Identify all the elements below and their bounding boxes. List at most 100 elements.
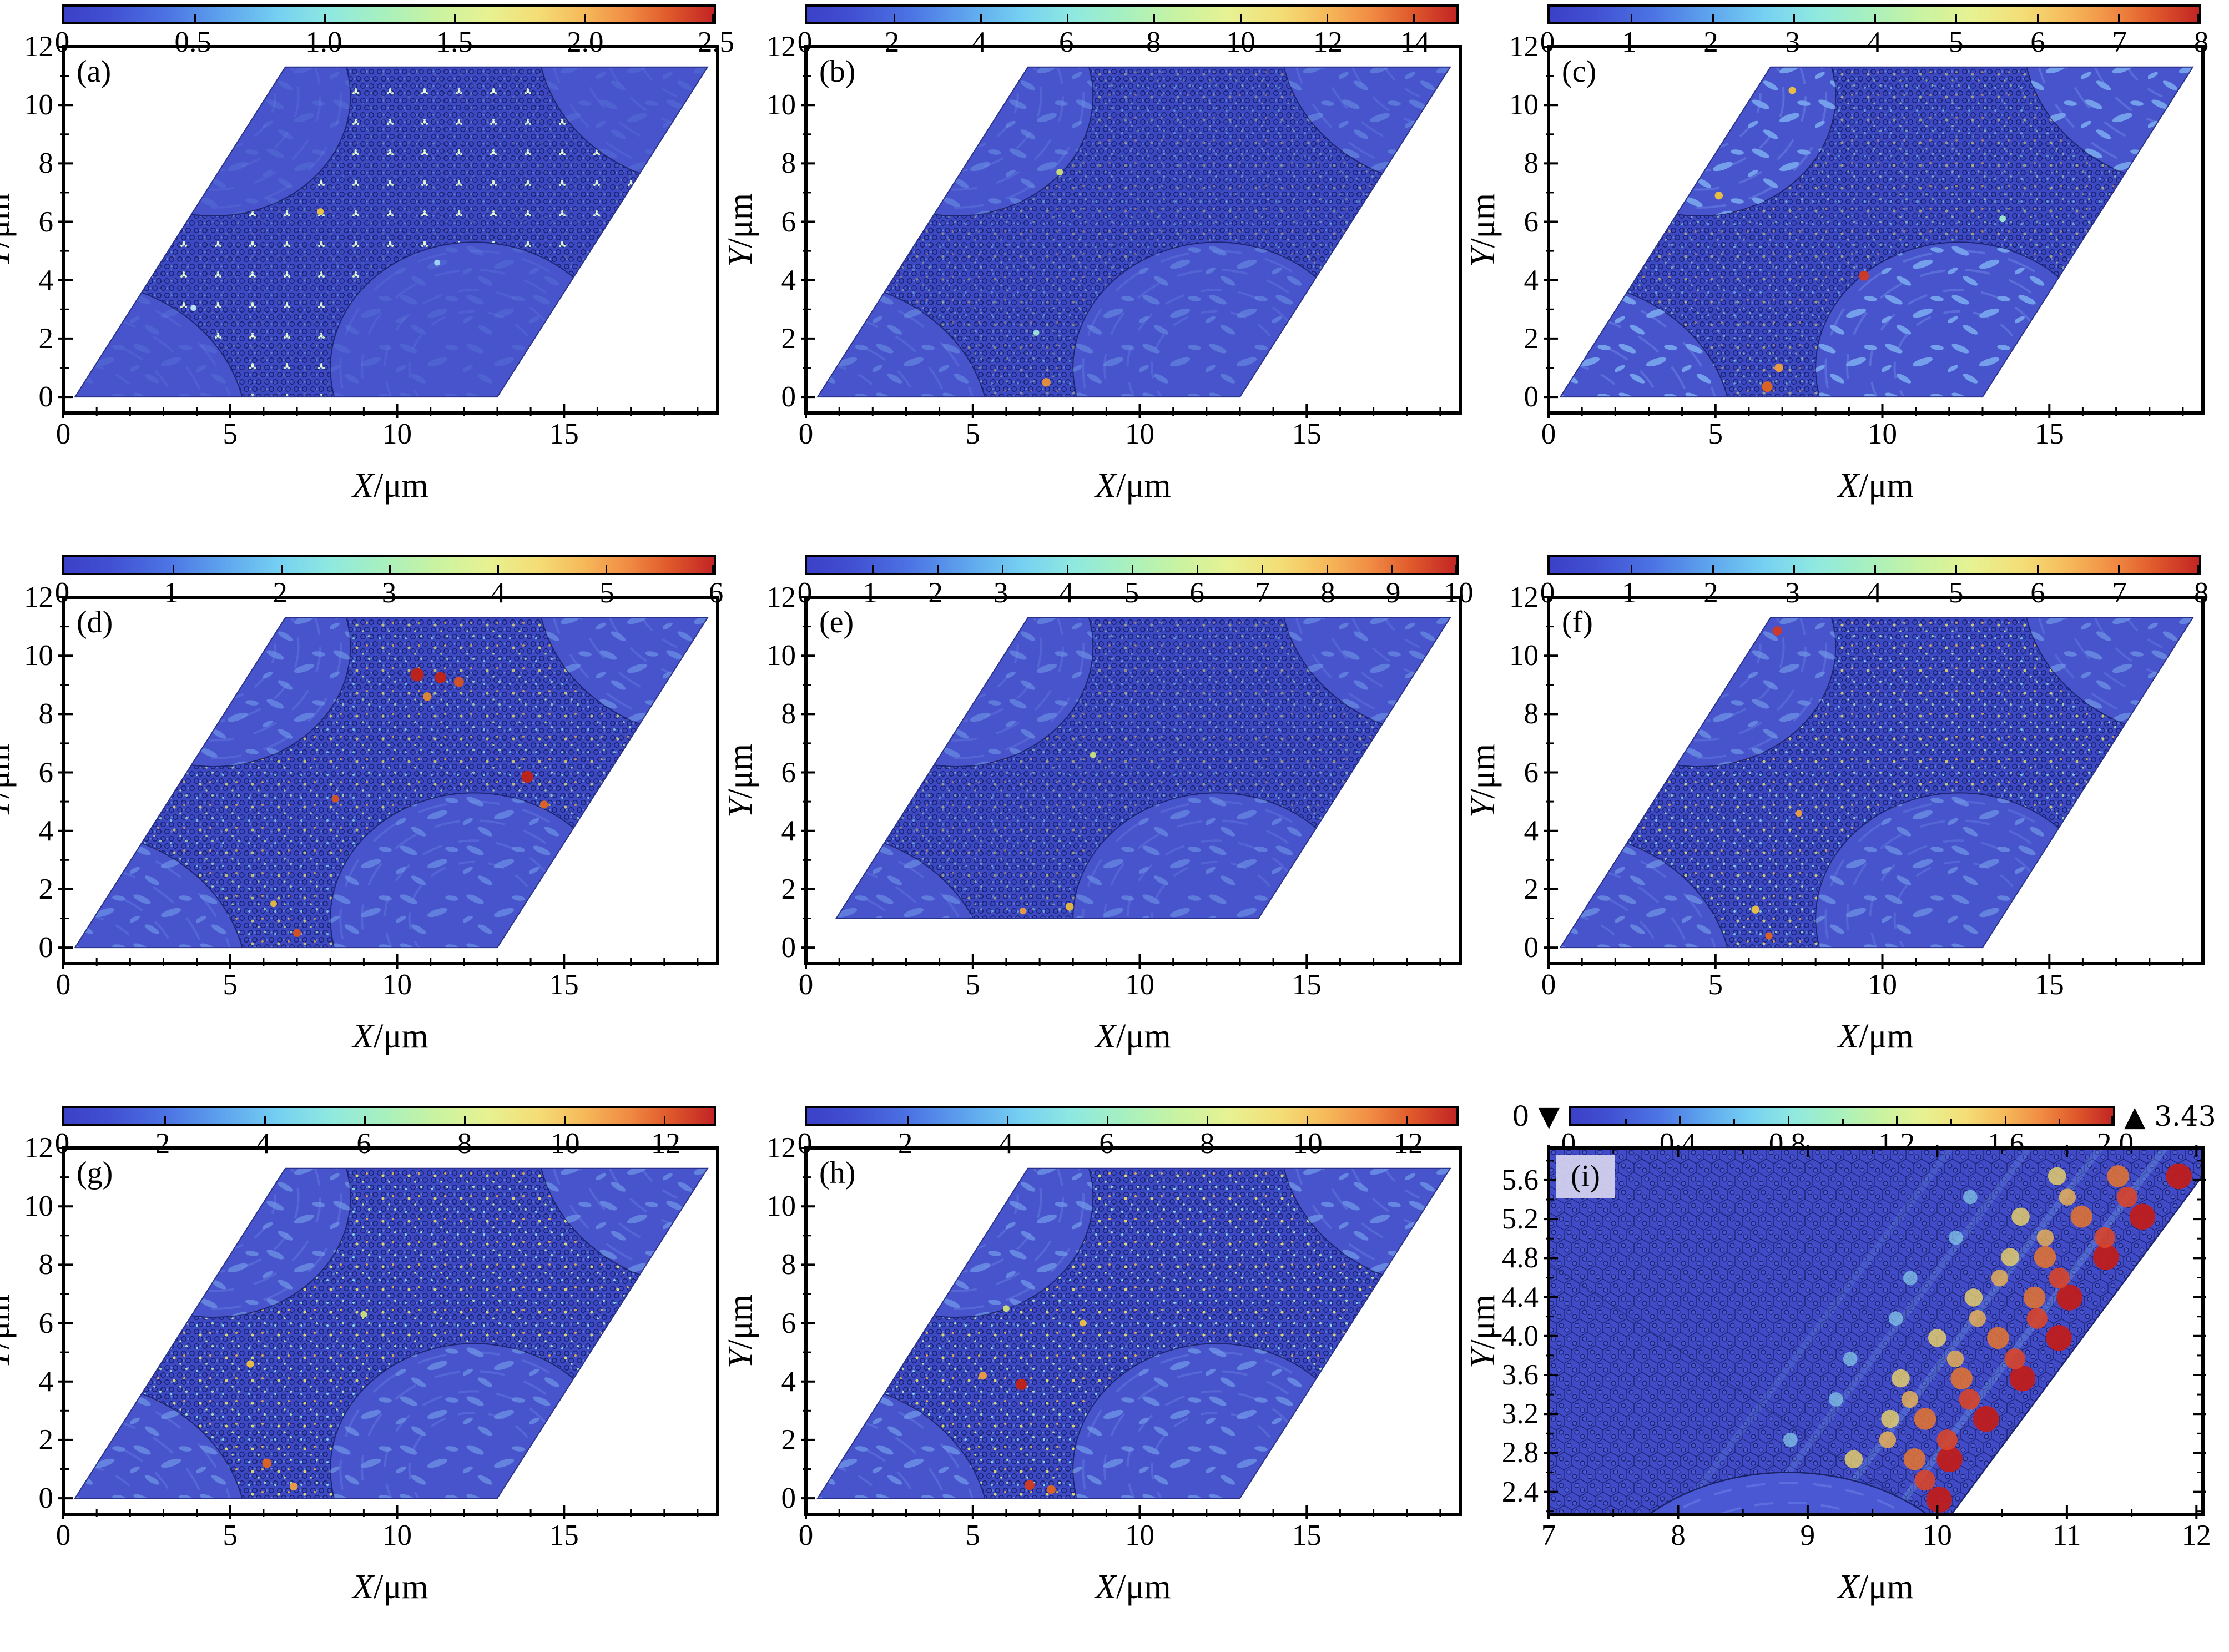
x-tick-label: 0 — [1541, 969, 1556, 1001]
colorbar-tick-label: 1 — [164, 577, 179, 609]
colorbar-tick — [1327, 14, 1328, 22]
x-tick-label: 0 — [798, 1519, 814, 1552]
y-axis-label-wrap: Y/μm — [1465, 1148, 1502, 1514]
colorbar-tick-label: 3 — [1785, 577, 1801, 609]
y-tick-label: 6 — [38, 756, 54, 789]
y-axis-label: Y/μm — [1464, 1294, 1504, 1368]
colorbar-tick-label: 2 — [884, 26, 900, 58]
y-tick-label: 0 — [38, 931, 54, 964]
colorbar-tick-label: 6 — [356, 1127, 371, 1160]
colorbar-tick-labels: 0 0.5 1.0 1.5 2.0 2.5 — [55, 26, 734, 59]
colorbar-minor-tick — [2059, 1119, 2061, 1124]
plot-f: 0 5 10 15 0 2 4 6 8 10 12 X/μm Y/μm (f) — [1465, 582, 2205, 1055]
x-tick-label: 5 — [1708, 418, 1723, 450]
x-tick-label: 10 — [1125, 418, 1154, 450]
colorbar-tick — [364, 1116, 366, 1124]
colorbar-tick — [1793, 565, 1795, 573]
colorbar-tick — [1067, 565, 1068, 573]
colorbar-tick — [1631, 14, 1633, 22]
colorbar-tick-label: 5 — [599, 577, 614, 609]
colorbar-tick — [894, 14, 895, 22]
colorbar-tick-label: 1.5 — [436, 26, 473, 58]
colorbar-tick-label: 6 — [1058, 26, 1074, 58]
x-axis-label: X/μm — [352, 1568, 428, 1607]
y-tick-label: 6 — [38, 1307, 54, 1339]
y-tick-label: 10 — [766, 639, 796, 672]
y-tick-label: 8 — [781, 698, 796, 731]
y-axis-label-wrap: Y/μm — [1464, 597, 1502, 964]
colorbar-tick-label: 14 — [1400, 26, 1430, 58]
plot-c: 0 5 10 15 0 2 4 6 8 10 12 X/μm Y/μm (c) — [1465, 31, 2205, 505]
colorbar-tick-label: 4 — [256, 1127, 271, 1160]
colorbar-tick — [1107, 1116, 1108, 1124]
panel-label-g: (g) — [77, 1156, 113, 1190]
y-tick-label: 0 — [1524, 381, 1539, 414]
colorbar-minor-tick — [1950, 1119, 1952, 1124]
colorbar-tick-label: 2 — [897, 1127, 913, 1160]
colorbar-above-range-marker: ▲ 3.43 — [2124, 1100, 2216, 1132]
panel-label-i: (i) — [1556, 1155, 1615, 1198]
y-tick-label: 2.8 — [1501, 1437, 1539, 1469]
field-map-e — [801, 596, 1462, 969]
x-tick-label: 0 — [798, 418, 814, 450]
y-tick-label: 6 — [781, 1307, 796, 1339]
plot-i: 7 8 9 10 11 12 2.4 2.8 3.2 3.6 4.0 4.4 4.8 5.2 5.6 X/μm… — [1465, 1145, 2211, 1606]
colorbar-tick-label: 1 — [1622, 577, 1637, 609]
y-axis-label: Y/μm — [0, 743, 18, 817]
y-axis-variable: Y — [1464, 1349, 1502, 1368]
panel-label-a: (a) — [77, 54, 112, 89]
y-tick-label: 3.2 — [1501, 1398, 1539, 1431]
y-axis-variable: Y — [0, 798, 17, 817]
y-tick-label: 3.6 — [1501, 1359, 1539, 1391]
x-tick-label: 15 — [2034, 969, 2064, 1001]
x-tick-label: 15 — [1292, 1519, 1322, 1552]
panel-b: 0 2 4 6 8 10 12 14 0 5 10 15 0 2 4 6 8 10 12 X/μm Y/μm (b) — [722, 0, 1485, 551]
colorbar-tick-label: 0.5 — [174, 26, 211, 58]
field-map-c — [1544, 45, 2205, 418]
colorbar-tick — [2197, 14, 2199, 22]
colorbar-tick — [173, 565, 174, 573]
y-axis-unit: /μm — [1464, 743, 1502, 799]
y-tick-label: 8 — [38, 698, 54, 731]
colorbar-tick — [980, 14, 982, 22]
x-tick-label: 10 — [382, 969, 412, 1001]
y-tick-label: 12 — [24, 1132, 53, 1164]
colorbar-f — [1547, 555, 2201, 575]
y-tick-label: 4.0 — [1501, 1319, 1539, 1352]
panel-i: 0 0.4 0.8 1.2 1.6 2.0 0 ▼ ▲ 3.43 7 8 9 10 11 12 2.4 2.… — [1465, 1100, 2228, 1652]
x-tick-label: 10 — [1125, 1519, 1154, 1552]
colorbar-tick — [497, 565, 499, 573]
colorbar-tick — [872, 565, 874, 573]
colorbar-tick — [2117, 565, 2120, 573]
y-tick-label: 6 — [1524, 205, 1539, 238]
colorbar-tick-label: 2 — [1703, 26, 1718, 58]
field-map-h — [801, 1146, 1462, 1519]
x-axis-variable: X — [352, 1568, 374, 1606]
colorbar-tick-label: 3 — [1785, 26, 1801, 58]
colorbar-tick — [1002, 565, 1003, 573]
y-tick-label: 4 — [781, 814, 796, 847]
panel-label-c: (c) — [1562, 54, 1597, 89]
colorbar-tick — [1455, 565, 1456, 573]
x-axis-unit: /μm — [1116, 1018, 1171, 1055]
colorbar-tick — [564, 1116, 566, 1124]
x-axis-variable: X — [1838, 467, 1859, 505]
x-axis-variable: X — [352, 467, 374, 505]
y-tick-label: 12 — [766, 581, 796, 613]
y-axis-unit: /μm — [722, 1294, 760, 1349]
y-tick-label: 2 — [38, 1423, 54, 1456]
colorbar-tick-label: 6 — [2030, 26, 2045, 58]
y-tick-label: 4 — [38, 1365, 54, 1398]
colorbar-tick — [1787, 1116, 1789, 1124]
y-tick-label: 12 — [24, 581, 53, 613]
y-axis-unit: /μm — [0, 193, 17, 248]
y-tick-label: 6 — [781, 756, 796, 789]
colorbar-tick — [194, 14, 196, 22]
colorbar-tick — [1406, 1116, 1408, 1124]
y-tick-label: 10 — [24, 639, 53, 672]
y-tick-label: 2.4 — [1501, 1475, 1539, 1508]
